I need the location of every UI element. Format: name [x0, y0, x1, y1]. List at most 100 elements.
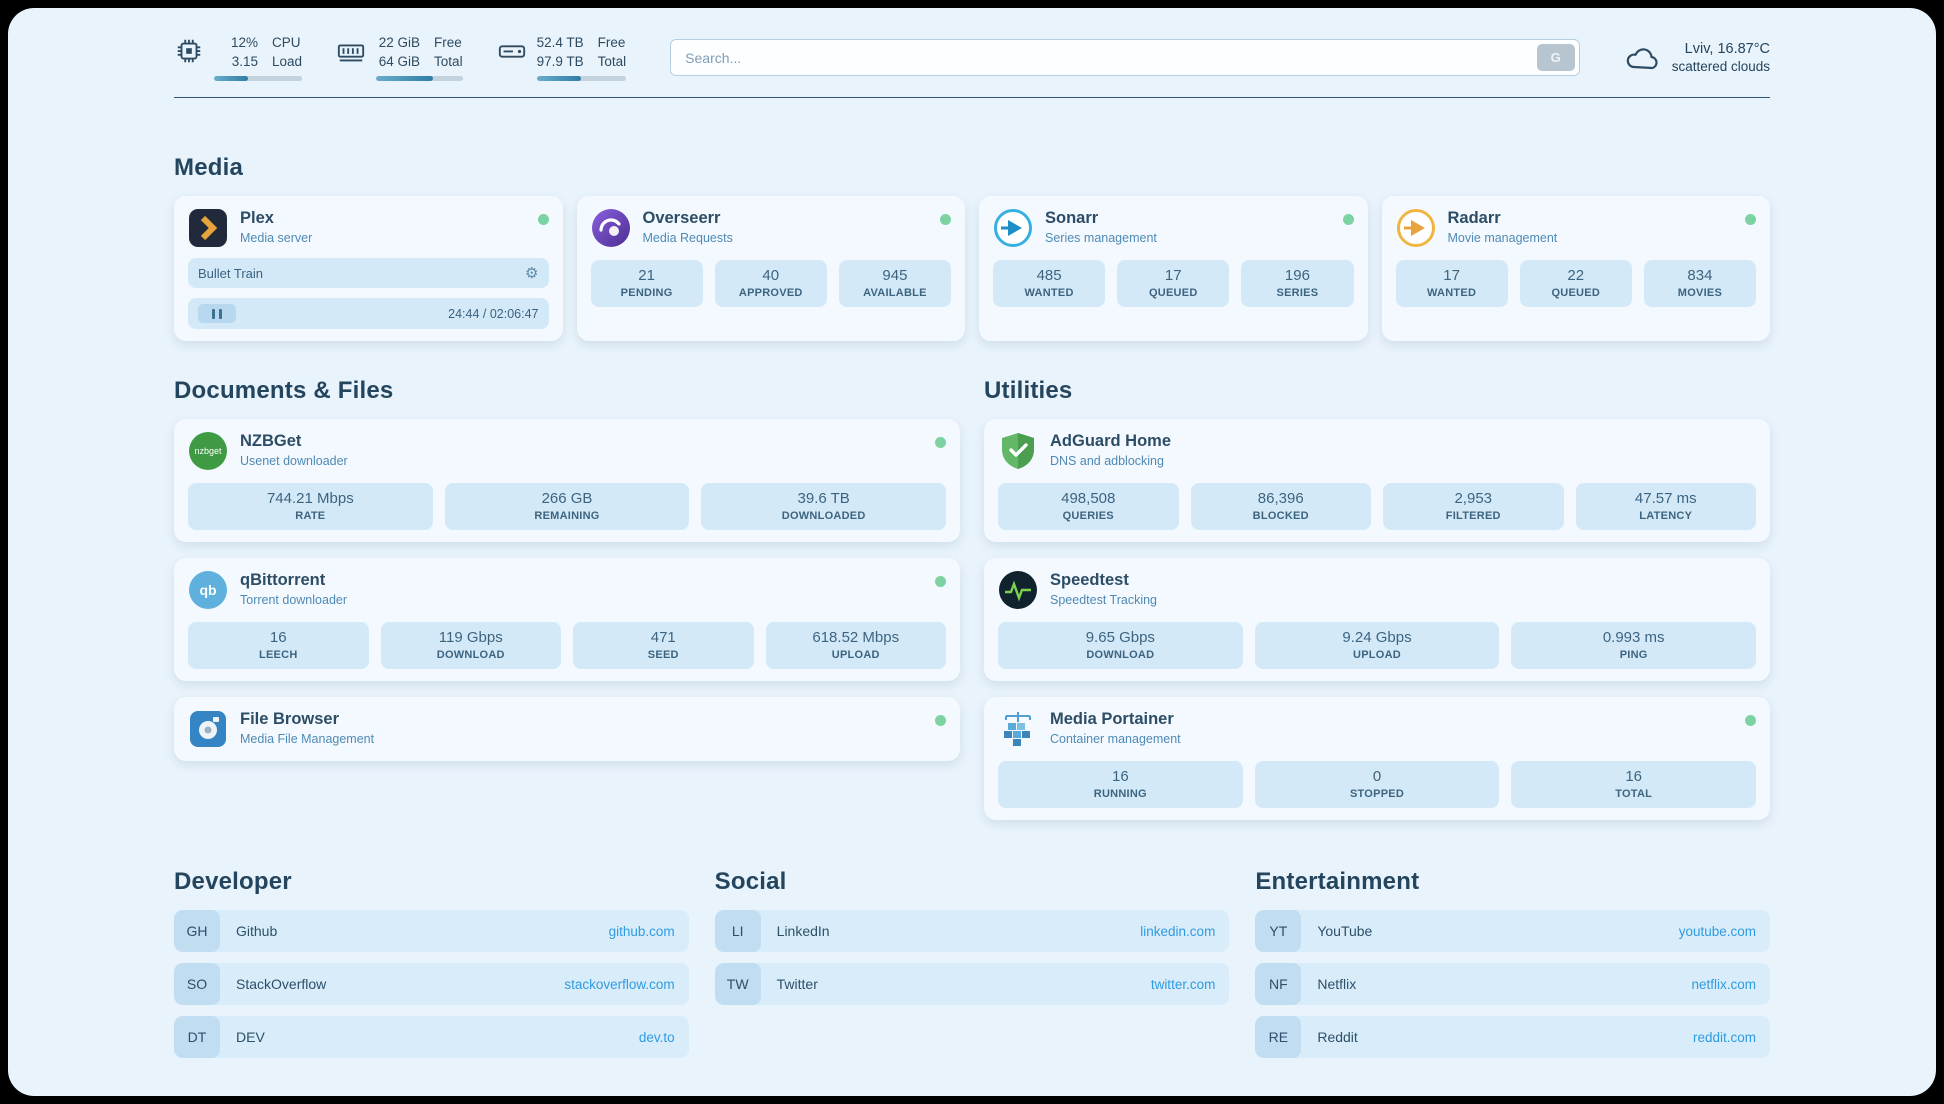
disk-free-label: Free	[597, 35, 626, 50]
stat-label: LEECH	[258, 649, 298, 662]
portainer-card[interactable]: Media Portainer Container management 16 …	[984, 697, 1770, 821]
bookmark-name: YouTube	[1317, 923, 1373, 940]
stat-value: 945	[882, 267, 908, 285]
stat-label: DOWNLOAD	[436, 649, 505, 662]
app-name: File Browser	[240, 710, 340, 729]
bookmark-github[interactable]: GH Github github.com	[174, 910, 689, 953]
app-desc: Media server	[240, 231, 313, 246]
radarr-card[interactable]: Radarr Movie management 17 WANTED 22 QUE…	[1381, 196, 1770, 342]
qbittorrent-card[interactable]: qb qBittorrent Torrent downloader 16 LEE…	[174, 558, 960, 682]
stat-value: 9.65 Gbps	[1085, 629, 1155, 647]
weather-location: Lviv, 16.87°C	[1684, 41, 1770, 58]
bookmark-twitter[interactable]: TW Twitter twitter.com	[714, 963, 1230, 1006]
ram-progress-bar	[376, 76, 463, 82]
stat-label: APPROVED	[738, 287, 803, 300]
svg-text:qb: qb	[199, 582, 216, 598]
app-desc: Movie management	[1447, 231, 1558, 246]
section-media: Media Plex Media server Bullet Train	[174, 154, 1770, 342]
bookmark-url[interactable]: stackoverflow.com	[564, 976, 675, 992]
disk-free-value: 52.4 TB	[536, 35, 584, 50]
playback-progress-row[interactable]: 24:44 / 02:06:47	[188, 298, 549, 330]
stat-value: 47.57 ms	[1634, 490, 1697, 508]
bookmark-linkedin[interactable]: LI LinkedIn linkedin.com	[714, 910, 1230, 953]
filebrowser-card[interactable]: File Browser Media File Management	[174, 697, 960, 762]
nzbget-logo-icon: nzbget	[189, 432, 227, 471]
search-input[interactable]	[670, 39, 1580, 77]
now-playing-row: Bullet Train ⚙	[188, 258, 549, 289]
bookmark-stackoverflow[interactable]: SO StackOverflow stackoverflow.com	[174, 963, 689, 1006]
stat-label: LATENCY	[1639, 510, 1693, 523]
bookmark-netflix[interactable]: NF Netflix netflix.com	[1255, 963, 1770, 1006]
section-title-utilities: Utilities	[984, 377, 1073, 405]
stat-tile: 196 SERIES	[1241, 260, 1354, 308]
stat-value: 16	[1625, 768, 1643, 786]
bookmark-name: StackOverflow	[236, 976, 327, 993]
disk-total-value: 97.9 TB	[536, 53, 584, 69]
stat-label: STOPPED	[1349, 788, 1405, 801]
stat-tile: 0 STOPPED	[1254, 761, 1500, 809]
bookmark-abbr: RE	[1255, 1016, 1302, 1059]
stat-tile: 834 MOVIES	[1643, 260, 1757, 308]
stat-tile: 21 PENDING	[590, 260, 703, 308]
bookmark-name: Twitter	[776, 976, 818, 993]
bookmark-url[interactable]: youtube.com	[1678, 923, 1756, 939]
bookmark-name: Reddit	[1317, 1029, 1358, 1046]
stat-tile: 16 LEECH	[188, 622, 369, 670]
stat-value: 618.52 Mbps	[812, 629, 900, 647]
search-provider-button[interactable]: G	[1536, 44, 1575, 72]
stat-value: 9.24 Gbps	[1342, 629, 1412, 647]
stat-tile: 86,396 BLOCKED	[1190, 483, 1371, 531]
stat-value: 39.6 TB	[797, 490, 850, 508]
stat-value: 119 Gbps	[438, 629, 503, 647]
stat-label: UPLOAD	[831, 649, 880, 662]
bookmark-url[interactable]: netflix.com	[1691, 976, 1756, 992]
app-desc: Media File Management	[240, 732, 375, 747]
stat-tile: 266 GB REMAINING	[444, 483, 690, 531]
overseerr-card[interactable]: Overseerr Media Requests 21 PENDING 40 A…	[576, 196, 965, 342]
bookmark-url[interactable]: dev.to	[638, 1029, 675, 1045]
bookmark-url[interactable]: github.com	[608, 923, 675, 939]
stat-label: RUNNING	[1093, 788, 1147, 801]
stat-tile: 39.6 TB DOWNLOADED	[701, 483, 947, 531]
app-name: AdGuard Home	[1050, 432, 1172, 451]
stat-tile: 485 WANTED	[993, 260, 1106, 308]
stat-label: TOTAL	[1615, 788, 1653, 801]
bookmark-url[interactable]: reddit.com	[1692, 1029, 1756, 1045]
stat-label: BLOCKED	[1252, 510, 1309, 523]
bookmark-abbr: TW	[714, 963, 761, 1006]
bookmark-reddit[interactable]: RE Reddit reddit.com	[1255, 1016, 1770, 1059]
pause-icon[interactable]	[198, 304, 236, 324]
sonarr-card[interactable]: Sonarr Series management 485 WANTED 17 Q…	[979, 196, 1368, 342]
stat-label: UPLOAD	[1353, 649, 1401, 662]
adguard-logo-icon	[1002, 433, 1034, 470]
bookmark-dev[interactable]: DT DEV dev.to	[174, 1016, 689, 1059]
stat-tile: 498,508 QUERIES	[998, 483, 1179, 531]
stat-value: 22	[1567, 267, 1585, 285]
stat-label: WANTED	[1427, 287, 1477, 300]
disk-widget: 52.4 TB Free 97.9 TB Total	[497, 34, 627, 82]
stat-label: REMAINING	[534, 510, 600, 523]
stat-label: SEED	[647, 649, 679, 662]
bookmark-name: DEV	[236, 1029, 265, 1046]
stat-label: PING	[1619, 649, 1648, 662]
qbittorrent-logo-icon: qb	[189, 571, 227, 610]
bookmark-url[interactable]: twitter.com	[1150, 976, 1216, 992]
plex-card[interactable]: Plex Media server Bullet Train ⚙ 24:44 /…	[174, 196, 563, 342]
bookmark-youtube[interactable]: YT YouTube youtube.com	[1255, 910, 1770, 953]
weather-condition: scattered clouds	[1671, 59, 1770, 75]
nzbget-card[interactable]: nzbget NZBGet Usenet downloader 744.21 M…	[174, 419, 960, 543]
section-developer: Developer GH Github github.com SO StackO…	[174, 868, 689, 1059]
stat-value: 485	[1036, 267, 1062, 285]
settings-gear-icon[interactable]: ⚙	[525, 265, 539, 283]
portainer-logo-icon	[1004, 712, 1031, 747]
bookmark-url[interactable]: linkedin.com	[1140, 923, 1216, 939]
stat-value: 0.993 ms	[1602, 629, 1665, 647]
overseerr-logo-icon	[591, 209, 630, 248]
adguard-card[interactable]: AdGuard Home DNS and adblocking 498,508 …	[984, 419, 1770, 543]
speedtest-card[interactable]: Speedtest Speedtest Tracking 9.65 Gbps D…	[984, 558, 1770, 682]
bookmark-abbr: NF	[1255, 963, 1302, 1006]
bookmark-abbr: LI	[714, 910, 761, 953]
topbar-divider	[174, 97, 1770, 99]
status-online-dot	[537, 214, 549, 226]
